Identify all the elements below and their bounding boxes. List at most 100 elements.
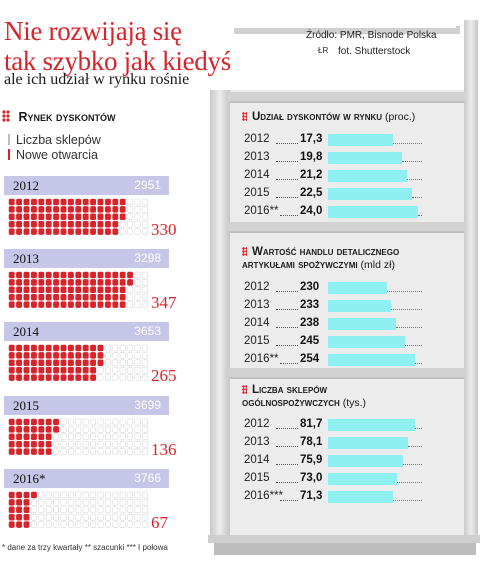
empty-dot <box>67 433 74 441</box>
empty-dot <box>134 228 141 235</box>
empty-dot <box>60 440 67 448</box>
empty-dot <box>112 440 119 448</box>
new-opening-dot <box>53 344 60 352</box>
empty-dot <box>104 499 111 506</box>
empty-dot <box>119 359 126 367</box>
new-opening-dot <box>38 344 45 352</box>
new-opening-dot <box>53 301 60 308</box>
empty-dot <box>127 206 134 213</box>
new-opening-dot <box>38 220 45 228</box>
shelf-plank <box>228 92 466 101</box>
new-opening-dot <box>82 198 89 206</box>
new-opening-dot <box>16 293 23 301</box>
new-opening-dot <box>119 198 126 206</box>
new-opening-dot <box>67 293 74 301</box>
empty-dot <box>141 198 148 206</box>
new-opening-dot <box>45 271 52 279</box>
row-year-label: 2014 <box>244 317 270 329</box>
new-opening-dot <box>23 426 30 433</box>
empty-dot <box>97 513 104 521</box>
new-opening-dot <box>16 344 23 352</box>
empty-dot <box>141 418 148 426</box>
empty-dot <box>119 426 126 433</box>
new-opening-dot <box>16 366 23 374</box>
empty-dot <box>90 521 97 528</box>
new-opening-dot <box>75 228 82 235</box>
legend-new: Nowe otwarcia <box>8 148 98 162</box>
empty-dot <box>75 433 82 441</box>
row-value: 233 <box>300 299 320 311</box>
row-dotted-line <box>396 327 422 328</box>
new-opening-dot <box>38 279 45 286</box>
new-opening-dot <box>112 279 119 286</box>
new-opening-dot <box>23 228 30 235</box>
empty-dot <box>134 433 141 441</box>
empty-dot <box>141 506 148 514</box>
empty-dot <box>127 286 134 294</box>
dotted-leader <box>276 464 298 465</box>
new-opening-dot <box>119 279 126 286</box>
empty-dot <box>141 220 148 228</box>
new-opening-dot <box>53 293 60 301</box>
new-openings-dots <box>8 198 148 235</box>
new-opening-dot <box>75 344 82 352</box>
new-opening-dot <box>60 359 67 367</box>
new-opening-dot <box>97 352 104 359</box>
new-opening-dot <box>30 220 37 228</box>
empty-dot <box>134 279 141 286</box>
new-opening-dot <box>8 491 15 499</box>
new-opening-dot <box>67 286 74 294</box>
new-opening-dot <box>90 286 97 294</box>
store-count: 3766 <box>134 471 161 485</box>
new-opening-dot <box>45 198 52 206</box>
new-opening-dot <box>53 418 60 426</box>
new-opening-dot <box>30 440 37 448</box>
new-opening-dot <box>67 374 74 381</box>
new-opening-dot <box>90 352 97 359</box>
shelf-section-unit: (tys.) <box>339 397 367 409</box>
new-opening-dot <box>16 359 23 367</box>
row-dotted-line <box>397 482 422 483</box>
new-opening-dot <box>38 228 45 235</box>
empty-dot <box>67 521 74 528</box>
new-opening-dot <box>30 228 37 235</box>
new-opening-dot <box>38 433 45 441</box>
empty-dot <box>104 418 111 426</box>
new-opening-dot <box>112 213 119 221</box>
new-openings-dots <box>8 271 148 308</box>
empty-dot <box>127 433 134 441</box>
legend-new-label: Nowe otwarcia <box>16 148 98 162</box>
empty-dot <box>67 506 74 514</box>
new-opening-dot <box>97 271 104 279</box>
new-opening-dot <box>23 206 30 213</box>
empty-dot <box>134 440 141 448</box>
dotted-leader <box>276 446 298 447</box>
empty-dot <box>127 228 134 235</box>
new-opening-dot <box>90 228 97 235</box>
year-label: 2013 <box>13 251 39 266</box>
empty-dot <box>141 301 148 308</box>
new-opening-dot <box>75 293 82 301</box>
new-opening-dot <box>38 448 45 455</box>
empty-dot <box>82 440 89 448</box>
new-opening-dot <box>38 418 45 426</box>
empty-dot <box>127 293 134 301</box>
page-title: Nie rozwijają się tak szybko jak kiedyś <box>4 16 231 76</box>
new-opening-dot <box>90 213 97 221</box>
empty-dot <box>141 433 148 441</box>
new-opening-dot <box>45 433 52 441</box>
empty-dot <box>53 499 60 506</box>
empty-dot <box>141 271 148 279</box>
new-opening-dot <box>16 220 23 228</box>
empty-dot <box>141 440 148 448</box>
empty-dot <box>104 491 111 499</box>
empty-dot <box>134 499 141 506</box>
new-opening-dot <box>23 491 30 499</box>
new-opening-dot <box>16 440 23 448</box>
new-opening-dot <box>67 352 74 359</box>
new-opening-dot <box>8 293 15 301</box>
new-openings-dots <box>8 491 148 528</box>
empty-dot <box>127 344 134 352</box>
new-opening-dot <box>67 271 74 279</box>
new-opening-dot <box>30 418 37 426</box>
